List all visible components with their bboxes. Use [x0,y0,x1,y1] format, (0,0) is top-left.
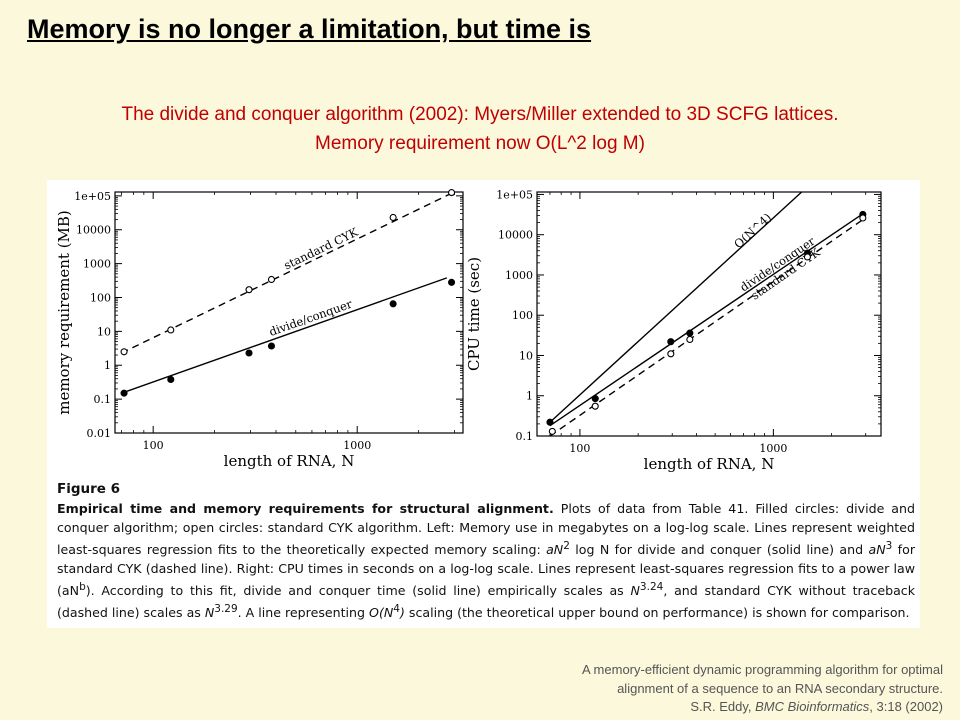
left-ytick-label: 1000 [83,258,111,271]
caption-math-aN2: aN [546,542,564,558]
right-x-axis-label: length of RNA, N [644,455,775,473]
left-ytick-label: 10 [97,325,111,338]
citation: A memory-efficient dynamic programming a… [582,661,943,717]
right-y-axis-label: CPU time (sec) [465,257,483,371]
left-series-standard-cyk-fit-line [121,191,454,354]
citation-journal: BMC Bioinformatics [755,699,870,714]
left-series-divide-conquer-fit-line [121,277,448,394]
right-series-standard-cyk-point [548,427,556,435]
subtitle-line-2: Memory requirement now O(L^2 log M) [315,133,645,154]
citation-author: S.R. Eddy, [690,699,756,714]
right-xtick-label: 1000 [759,442,787,455]
caption-math-close: ) [399,605,405,621]
left-ytick-label: 100 [90,291,111,304]
left-series-standard-cyk-label: standard CYK [282,225,361,273]
right-series-standard-cyk-point [686,335,694,344]
right-ytick-label: 10 [519,349,533,362]
right-plot-frame [536,191,882,437]
right-ytick-label: 1 [526,390,533,403]
caption-sup-2: 2 [563,540,570,552]
right-series-divide-conquer-point [667,338,675,346]
left-ytick-label: 1 [104,359,111,372]
right-series-divide-conquer-point [591,395,599,403]
citation-line-3: S.R. Eddy, BMC Bioinformatics, 3:18 (200… [582,698,943,717]
left-series-standard-cyk-point [167,326,175,334]
caption-sup-324: 3.24 [639,581,664,594]
right-ytick-label: 10000 [498,229,533,242]
left-xtick-label: 100 [143,439,164,452]
caption-math-aN3: aN [868,542,886,558]
citation-volume: , 3:18 (2002) [869,699,943,714]
left-y-axis-label: memory requirement (MB) [55,210,73,415]
caption-sup-329: 3.29 [214,603,238,616]
left-series-standard-cyk-point [120,348,128,356]
right-series-divide-conquer-point [686,329,694,337]
left-series-divide-conquer-point [267,342,276,350]
slide-title: Memory is no longer a limitation, but ti… [27,14,592,44]
right-series-o-n-4--label: O(N^4) [731,210,774,251]
left-series-standard-cyk-point [389,213,397,222]
caption-math-N1: N [630,583,640,599]
left-plot-frame [114,191,464,434]
right-ytick-label: 1000 [505,269,533,282]
right-series-standard-cyk-point [803,253,811,261]
left-series-standard-cyk-point [245,286,253,294]
right-series-divide-conquer-point [546,418,554,426]
right-ytick-label: 1e+05 [496,188,533,201]
right-xtick-label: 100 [569,442,590,455]
left-ytick-label: 0.1 [94,393,112,406]
figure-caption: Figure 6 Empirical time and memory requi… [57,480,915,623]
caption-text-6: . A line representing [237,605,370,621]
left-ytick-label: 10000 [76,224,111,237]
left-ytick-label: 1e+05 [74,190,111,203]
right-series-standard-cyk-point [667,350,675,358]
right-series-standard-cyk-fit-line [549,218,865,437]
left-series-divide-conquer-point [389,300,397,308]
caption-sup-4: 4 [393,603,400,616]
figure-image: 0.01 0.1 1 10 100 1000 10000 1e+05 100 1000 length… [47,180,920,628]
subtitle-line-1: The divide and conquer algorithm (2002):… [121,104,839,125]
right-series-standard-cyk-point [859,214,867,222]
left-series-divide-conquer-point [245,349,253,357]
left-series-divide-conquer-point [448,278,456,286]
left-series-divide-conquer-label: divide/conquer [267,296,354,338]
caption-text-5: , and standard CYK without traceback (da… [57,583,916,621]
left-xtick-label: 1000 [343,439,371,452]
left-series-standard-cyk-point [448,189,456,197]
right-ytick-label: 0.1 [516,430,534,443]
left-x-axis-label: length of RNA, N [224,452,355,470]
right-series-divide-conquer-fit-line [549,212,865,427]
caption-math-N2: N [204,605,215,621]
citation-line-1: A memory-efficient dynamic programming a… [581,662,943,677]
citation-line-2: alignment of a sequence to an RNA second… [617,680,943,696]
right-series-standard-cyk-point [591,402,599,410]
right-ytick-label: 100 [512,309,533,322]
caption-math-ON: O(N [369,605,394,621]
caption-text-3: for standard CYK (dashed line). Right: C… [57,542,916,599]
figure-label: Figure 6 [57,481,121,497]
caption-text-7: scaling (the theoretical upper bound on … [404,605,910,621]
caption-sup-b: b [79,581,86,594]
left-series-divide-conquer-point [167,375,175,384]
right-series-o-n-4--fit-line [549,191,803,423]
left-series-standard-cyk-point [267,275,276,284]
caption-text-2: log N for divide and conquer (solid line… [569,542,869,558]
caption-text-1: Plots of data from Table 41. Filled circ… [57,501,916,558]
left-series-divide-conquer-point [120,389,128,397]
caption-text-4: ). According to this fit, divide and con… [85,583,631,599]
caption-sup-3: 3 [885,540,893,552]
left-ytick-label: 0.01 [87,427,112,440]
caption-heading: Empirical time and memory requirements f… [57,501,554,516]
